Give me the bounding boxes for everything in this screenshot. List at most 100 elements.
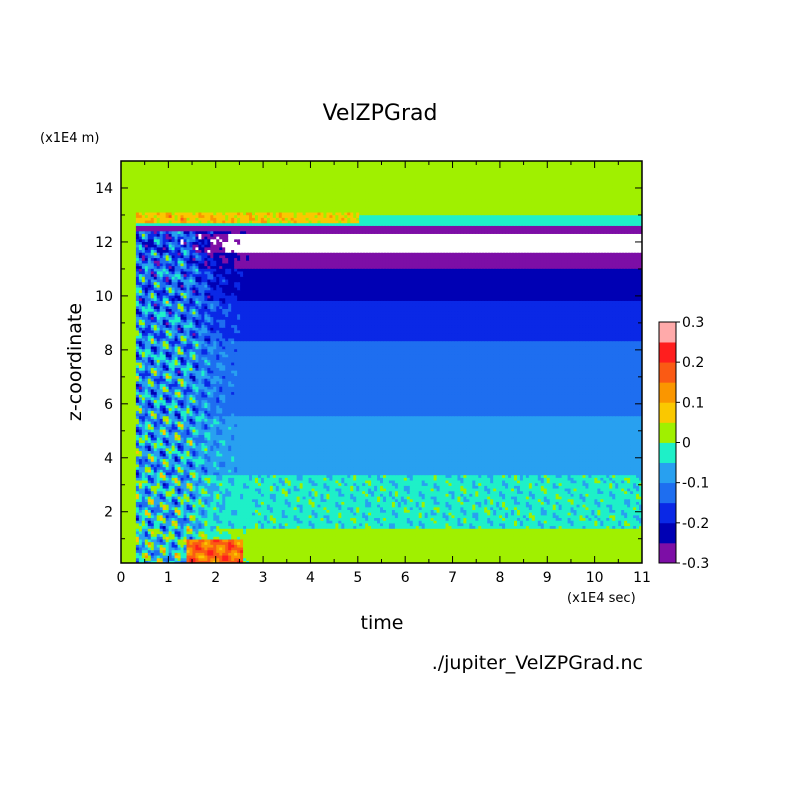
contour-cell bbox=[141, 528, 146, 532]
contour-cell bbox=[159, 501, 164, 505]
contour-cell bbox=[371, 528, 375, 532]
contour-cell bbox=[457, 544, 461, 548]
contour-cell bbox=[302, 520, 307, 524]
contour-cell bbox=[365, 557, 369, 561]
contour-cell bbox=[466, 512, 470, 516]
contour-cell bbox=[624, 522, 628, 527]
contour-cell bbox=[278, 501, 283, 505]
contour-cell bbox=[135, 541, 140, 545]
contour-cell bbox=[147, 522, 152, 527]
contour-cell bbox=[478, 557, 482, 561]
contour-cell bbox=[472, 517, 476, 521]
contour-cell bbox=[150, 501, 155, 505]
contour-cell bbox=[415, 525, 420, 529]
contour-cell bbox=[183, 512, 188, 516]
contour-cell bbox=[192, 552, 197, 556]
contour-cell bbox=[409, 514, 414, 519]
contour-cell bbox=[338, 525, 342, 529]
contour-cell bbox=[368, 549, 372, 553]
contour-cell bbox=[338, 533, 342, 537]
contour-cell bbox=[558, 560, 563, 563]
contour-cell bbox=[502, 557, 506, 561]
contour-cell bbox=[272, 536, 277, 540]
contour-cell bbox=[201, 560, 205, 563]
contour-cell bbox=[240, 520, 244, 524]
contour-cell bbox=[418, 554, 423, 559]
contour-cell bbox=[174, 536, 179, 540]
contour-cell bbox=[445, 560, 450, 563]
contour-cell bbox=[472, 544, 476, 548]
contour-cell bbox=[516, 506, 521, 510]
contour-cell bbox=[341, 541, 345, 545]
contour-cell bbox=[612, 522, 616, 527]
contour-cell bbox=[519, 549, 524, 553]
contour-cell bbox=[624, 536, 628, 540]
contour-cell bbox=[490, 525, 494, 529]
contour-cell bbox=[561, 541, 566, 545]
contour-cell bbox=[475, 533, 479, 537]
contour-cell bbox=[153, 525, 158, 529]
contour-cell bbox=[362, 520, 366, 524]
contour-cell bbox=[368, 546, 372, 551]
contour-cell bbox=[552, 546, 557, 551]
contour-cell bbox=[320, 525, 325, 529]
contour-cell bbox=[606, 533, 610, 537]
contour-cell bbox=[356, 514, 360, 519]
contour-cell bbox=[382, 533, 387, 537]
contour-cell bbox=[615, 504, 619, 508]
contour-cell bbox=[231, 557, 235, 561]
contour-cell bbox=[168, 541, 173, 545]
contour-cell bbox=[317, 525, 322, 529]
contour-cell bbox=[168, 530, 173, 535]
contour-cell bbox=[269, 549, 274, 553]
contour-cell bbox=[597, 552, 601, 556]
contour-cell bbox=[359, 538, 363, 543]
contour-cell bbox=[511, 533, 515, 537]
contour-cell bbox=[141, 533, 146, 537]
contour-cell bbox=[165, 501, 170, 505]
contour-cell bbox=[290, 525, 295, 529]
contour-cell bbox=[326, 536, 330, 540]
contour-cell bbox=[549, 512, 554, 516]
contour-cell bbox=[412, 552, 417, 556]
contour-cell bbox=[335, 512, 339, 516]
contour-cell bbox=[537, 506, 542, 510]
contour-cell bbox=[624, 560, 628, 563]
contour-cell bbox=[380, 517, 384, 521]
contour-cell bbox=[329, 530, 333, 535]
contour-cell bbox=[126, 538, 131, 543]
contour-cell bbox=[204, 514, 208, 519]
contour-cell bbox=[246, 525, 250, 529]
contour-cell bbox=[284, 520, 289, 524]
contour-cell bbox=[499, 536, 503, 540]
contour-cell bbox=[445, 536, 450, 540]
contour-cell bbox=[192, 512, 197, 516]
contour-cell bbox=[624, 549, 628, 553]
contour-cell bbox=[466, 536, 470, 540]
contour-cell bbox=[594, 549, 598, 553]
contour-cell bbox=[246, 560, 250, 563]
contour-cell bbox=[275, 514, 280, 519]
contour-cell bbox=[249, 509, 253, 513]
contour-cell bbox=[257, 506, 262, 510]
contour-cell bbox=[299, 538, 304, 543]
contour-cell bbox=[257, 514, 262, 519]
contour-cell bbox=[347, 512, 351, 516]
contour-cell bbox=[424, 541, 429, 545]
contour-cell bbox=[243, 509, 247, 513]
contour-cell bbox=[594, 541, 598, 545]
contour-cell bbox=[272, 504, 277, 508]
contour-cell bbox=[201, 520, 205, 524]
contour-cell bbox=[609, 514, 613, 519]
contour-cell bbox=[219, 501, 223, 505]
contour-cell bbox=[186, 512, 191, 516]
contour-cell bbox=[335, 533, 339, 537]
contour-cell bbox=[350, 541, 354, 545]
contour-cell bbox=[442, 514, 447, 519]
contour-cell bbox=[198, 546, 202, 551]
contour-cell bbox=[537, 544, 542, 548]
contour-cell bbox=[180, 509, 185, 513]
contour-cell bbox=[257, 504, 262, 508]
contour-cell bbox=[272, 552, 277, 556]
contour-cell bbox=[597, 520, 601, 524]
